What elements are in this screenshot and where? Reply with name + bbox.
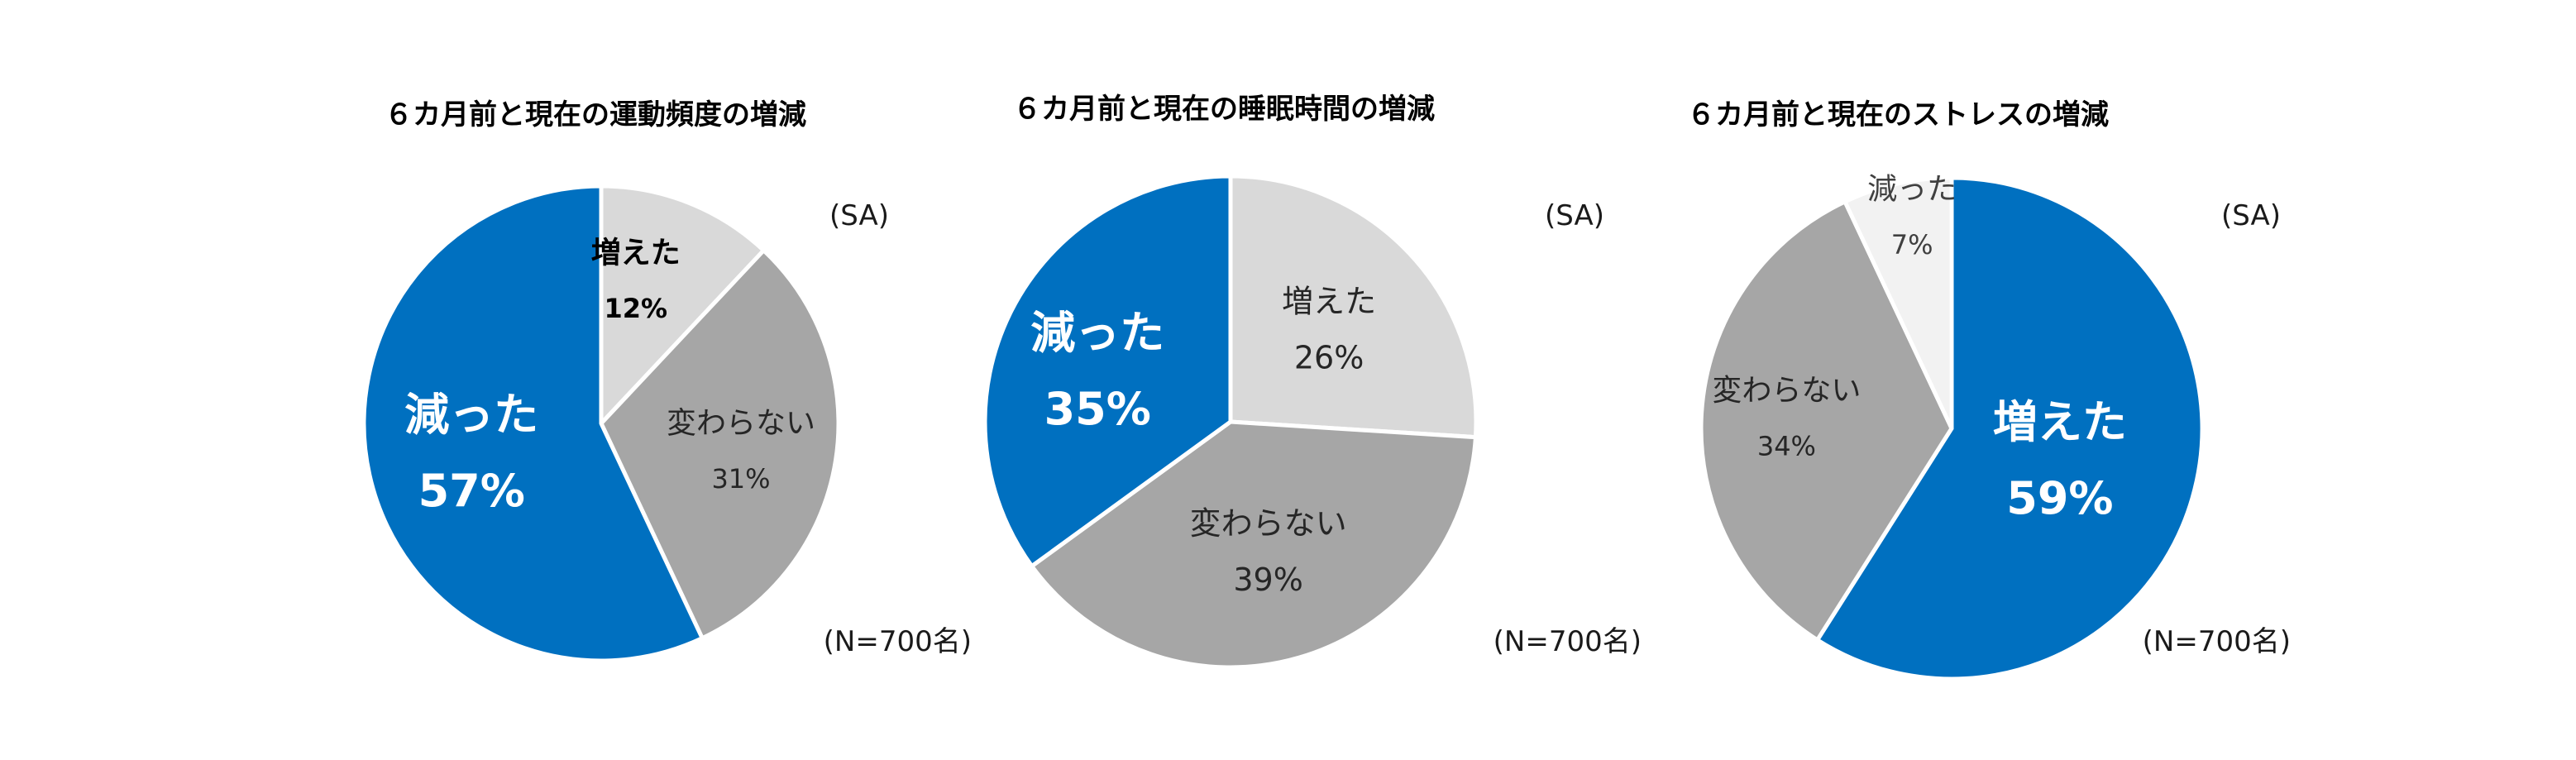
sample-size-label: (N=700名)	[824, 625, 972, 658]
slice-category-label: 変わらない	[667, 407, 815, 441]
pie-slices	[1699, 175, 2205, 681]
pie-labels: 増えた 59% 変わらない 34% 減った 7%	[1712, 173, 2127, 524]
chart-title: ６カ月前と現在の睡眠時間の増減	[1013, 93, 1435, 126]
slice-percent-label: 7%	[1891, 229, 1933, 261]
pie-slice-decreased	[361, 184, 705, 663]
sa-label: (SA)	[1545, 199, 1604, 232]
pie-slice-increased	[599, 184, 766, 426]
pie-slices	[361, 184, 841, 663]
pie-chart-exercise-frequency: ６カ月前と現在の運動頻度の増減 増えた 12% 変わらない 31% 減った 57% (SA…	[361, 98, 972, 663]
chart-title: ６カ月前と現在の運動頻度の増減	[385, 98, 806, 131]
slice-percent-label: 59%	[2006, 472, 2113, 524]
slice-percent-label: 12%	[605, 293, 668, 324]
pie-labels: 増えた 12% 変わらない 31% 減った 57%	[404, 237, 815, 517]
pie-slices	[982, 174, 1479, 670]
slice-percent-label: 26%	[1294, 340, 1364, 376]
pie-chart-sleep-time: ６カ月前と現在の睡眠時間の増減 増えた 26% 変わらない 39% 減った 35% (SA…	[982, 93, 1642, 670]
slice-percent-label: 34%	[1757, 431, 1816, 462]
slice-percent-label: 31%	[711, 463, 770, 495]
slice-category-label: 変わらない	[1190, 505, 1347, 542]
sa-label: (SA)	[2221, 199, 2281, 232]
slice-category-label: 変わらない	[1712, 374, 1861, 408]
pie-slice-decreased	[982, 174, 1233, 569]
slice-category-label: 増えた	[1993, 396, 2127, 448]
slice-category-label: 減った	[1867, 173, 1957, 207]
chart-title: ６カ月前と現在のストレスの増減	[1687, 98, 2109, 131]
slice-percent-label: 39%	[1233, 562, 1302, 598]
sample-size-label: (N=700名)	[1494, 625, 1642, 658]
pie-chart-stress: ６カ月前と現在のストレスの増減 増えた 59% 変わらない 34% 減った 7% (SA)…	[1687, 98, 2291, 681]
pie-labels: 増えた 26% 変わらない 39% 減った 35%	[1030, 284, 1376, 599]
slice-category-label: 増えた	[591, 237, 681, 270]
sample-size-label: (N=700名)	[2143, 625, 2291, 658]
slice-percent-label: 35%	[1044, 383, 1151, 435]
pie-slice-decreased	[1842, 175, 1954, 431]
pie-slice-unchanged	[1030, 419, 1478, 670]
pie-slice-increased	[1815, 175, 2205, 681]
pie-slice-unchanged	[599, 248, 841, 641]
pie-slice-increased	[1228, 174, 1479, 440]
slice-category-label: 減った	[404, 389, 538, 441]
slice-category-label: 増えた	[1282, 284, 1376, 320]
pie-slice-unchanged	[1699, 199, 1954, 643]
slice-category-label: 減った	[1030, 307, 1164, 359]
sa-label: (SA)	[829, 199, 889, 232]
slice-percent-label: 57%	[418, 465, 525, 517]
